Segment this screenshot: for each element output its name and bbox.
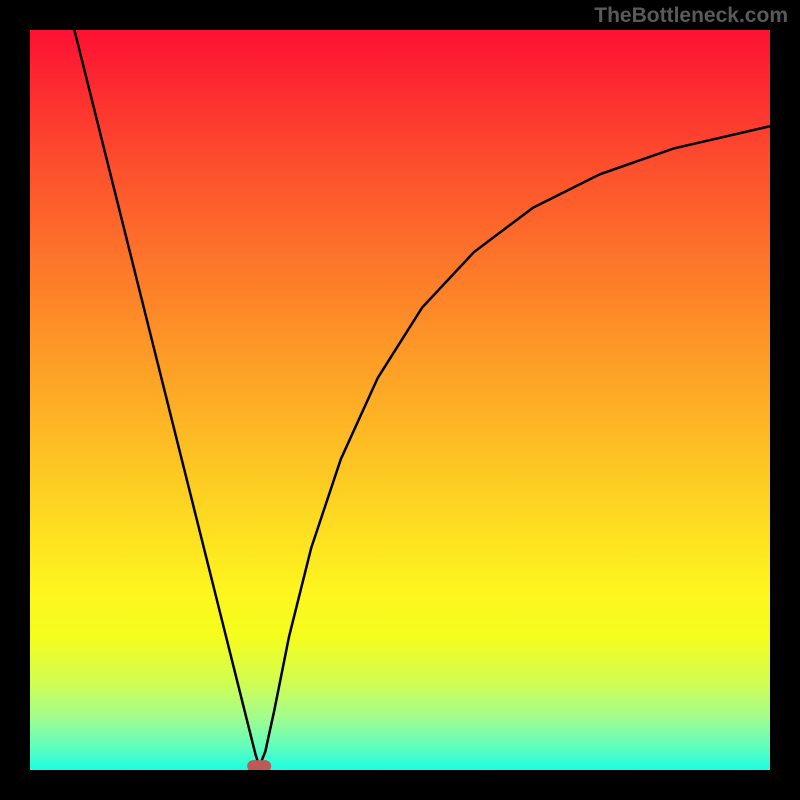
bottleneck-curve: [30, 30, 770, 770]
plot-area: [30, 30, 770, 770]
curve-path: [74, 30, 770, 766]
watermark-text: TheBottleneck.com: [594, 4, 788, 28]
min-marker: [248, 760, 272, 770]
